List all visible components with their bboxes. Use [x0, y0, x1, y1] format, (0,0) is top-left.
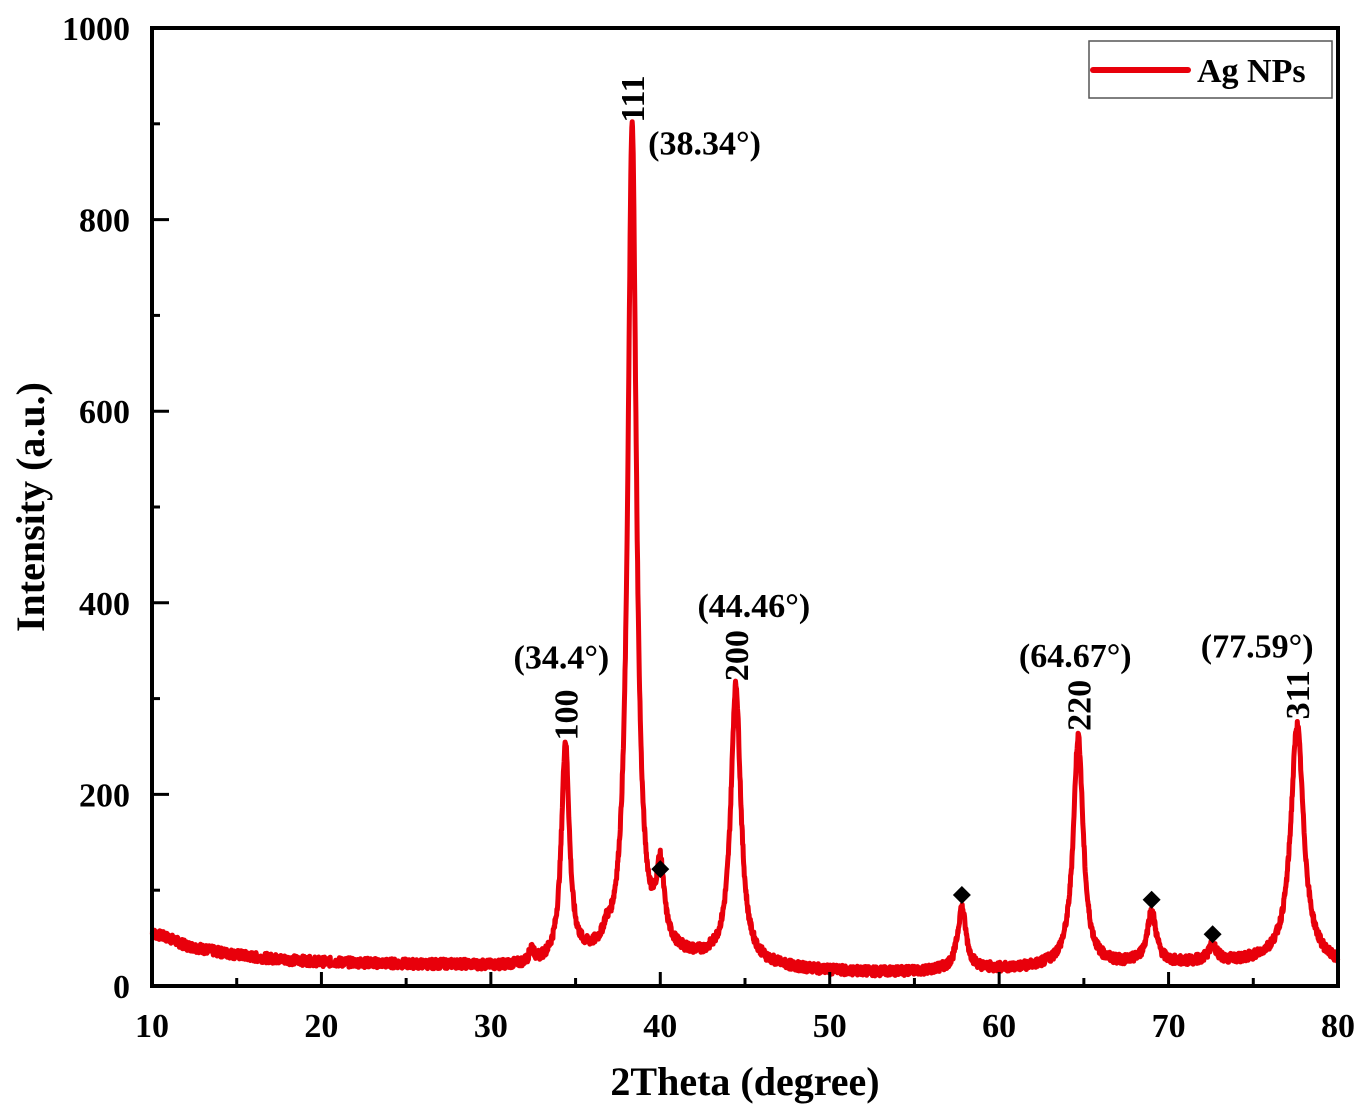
y-axis-ticks: 0 200 400 600 800 1000 — [62, 11, 169, 1006]
diamond-marker-icon — [1203, 925, 1222, 944]
x-tick-label: 30 — [474, 1008, 508, 1045]
peak-angle-label: (34.4°) — [514, 640, 610, 677]
series-ag-nps — [149, 119, 1341, 979]
x-axis-ticks: 10 20 30 40 50 60 70 80 — [135, 972, 1355, 1045]
peak-angle-label: (44.46°) — [697, 588, 810, 625]
legend-label: Ag NPs — [1197, 53, 1306, 90]
hkl-label: 311 — [1280, 670, 1317, 719]
x-tick-label: 20 — [304, 1008, 338, 1045]
y-axis-title: Intensity (a.u.) — [8, 382, 53, 632]
peak-annotations: 100 (34.4°) 111 (38.34°) 200 (44.46°) 220 (64.6… — [514, 75, 1318, 740]
hkl-label: 100 — [548, 690, 585, 741]
x-tick-label: 80 — [1321, 1008, 1355, 1045]
x-axis-title: 2Theta (degree) — [610, 1059, 879, 1104]
x-tick-label: 50 — [813, 1008, 847, 1045]
hkl-label: 200 — [719, 630, 756, 681]
peak-angle-label: (64.67°) — [1019, 638, 1132, 675]
diamond-marker-icon — [1142, 890, 1161, 909]
impurity-markers — [651, 860, 1222, 944]
y-tick-label: 400 — [79, 586, 130, 623]
peak-angle-label: (77.59°) — [1201, 628, 1314, 665]
peak-angle-label: (38.34°) — [648, 126, 761, 163]
x-tick-label: 40 — [643, 1008, 677, 1045]
hkl-label: 111 — [615, 75, 652, 122]
legend: Ag NPs — [1088, 40, 1333, 99]
x-tick-label: 70 — [1152, 1008, 1186, 1045]
y-tick-label: 800 — [79, 203, 130, 240]
y-tick-label: 600 — [79, 394, 130, 431]
x-tick-label: 10 — [135, 1008, 169, 1045]
y-tick-label: 1000 — [62, 11, 130, 48]
x-tick-label: 60 — [982, 1008, 1016, 1045]
y-tick-label: 0 — [113, 969, 130, 1006]
diamond-marker-icon — [952, 885, 971, 904]
hkl-label: 220 — [1061, 680, 1098, 731]
y-tick-label: 200 — [79, 777, 130, 814]
series-line — [149, 119, 1341, 979]
diamond-marker-icon — [651, 860, 670, 879]
